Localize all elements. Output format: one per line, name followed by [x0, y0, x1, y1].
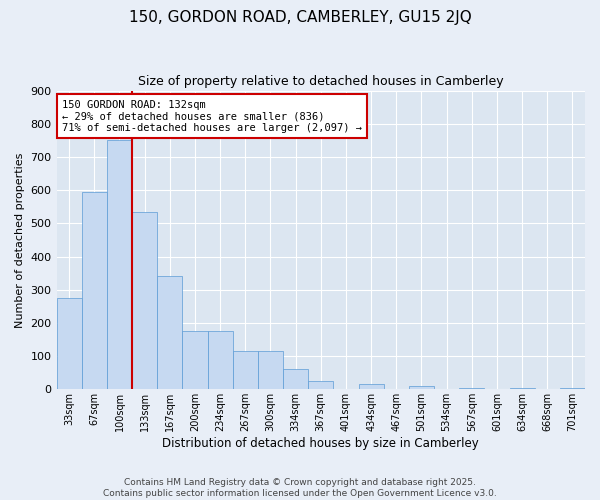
Bar [82, 192, 107, 390]
Bar [308, 381, 334, 390]
Title: Size of property relative to detached houses in Camberley: Size of property relative to detached ho… [138, 75, 503, 88]
Bar [258, 351, 283, 390]
Text: 150 GORDON ROAD: 132sqm
← 29% of detached houses are smaller (836)
71% of semi-d: 150 GORDON ROAD: 132sqm ← 29% of detache… [62, 100, 362, 132]
Bar [107, 140, 132, 390]
Bar [283, 370, 308, 390]
Bar [560, 388, 585, 390]
Bar [233, 351, 258, 390]
Y-axis label: Number of detached properties: Number of detached properties [15, 152, 25, 328]
Bar [157, 276, 182, 390]
Bar [182, 331, 208, 390]
X-axis label: Distribution of detached houses by size in Camberley: Distribution of detached houses by size … [163, 437, 479, 450]
Bar [409, 386, 434, 390]
Text: Contains HM Land Registry data © Crown copyright and database right 2025.
Contai: Contains HM Land Registry data © Crown c… [103, 478, 497, 498]
Bar [132, 212, 157, 390]
Bar [459, 388, 484, 390]
Bar [208, 331, 233, 390]
Text: 150, GORDON ROAD, CAMBERLEY, GU15 2JQ: 150, GORDON ROAD, CAMBERLEY, GU15 2JQ [128, 10, 472, 25]
Bar [509, 388, 535, 390]
Bar [56, 298, 82, 390]
Bar [359, 384, 383, 390]
